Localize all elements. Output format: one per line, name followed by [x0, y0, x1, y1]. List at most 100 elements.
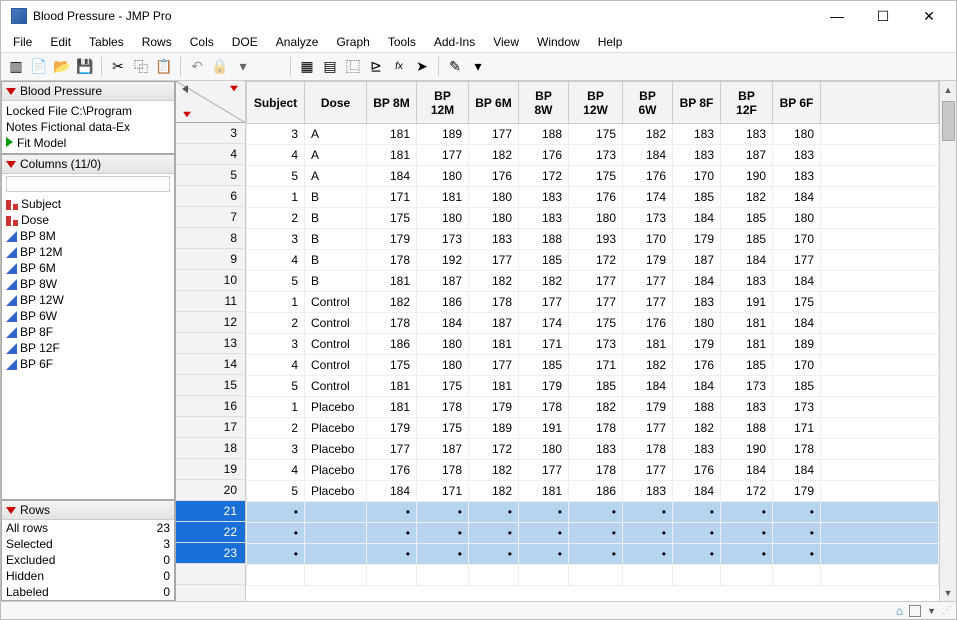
cell[interactable]: 177: [773, 250, 821, 271]
cell[interactable]: •: [519, 544, 569, 565]
column-item-dose[interactable]: Dose: [6, 212, 170, 228]
table-row[interactable]: 4A181177182176173184183187183: [247, 145, 939, 166]
table-row[interactable]: 5A184180176172175176170190183: [247, 166, 939, 187]
cell[interactable]: 176: [469, 166, 519, 187]
menu-view[interactable]: View: [485, 33, 527, 51]
cell[interactable]: Control: [305, 334, 367, 355]
cell[interactable]: B: [305, 187, 367, 208]
cell[interactable]: 174: [519, 313, 569, 334]
cell[interactable]: 184: [673, 208, 721, 229]
cell[interactable]: 181: [417, 187, 469, 208]
cell[interactable]: •: [367, 544, 417, 565]
cell[interactable]: 181: [469, 376, 519, 397]
cell[interactable]: 172: [721, 481, 773, 502]
cell[interactable]: 177: [367, 439, 417, 460]
vertical-scrollbar[interactable]: ▲ ▼: [939, 81, 956, 601]
cell[interactable]: 172: [569, 250, 623, 271]
cell[interactable]: 3: [247, 229, 305, 250]
menu-graph[interactable]: Graph: [328, 33, 377, 51]
tool-edit-icon[interactable]: ✎: [444, 56, 466, 78]
cell[interactable]: 178: [417, 397, 469, 418]
cell[interactable]: 185: [519, 250, 569, 271]
table-scroll-area[interactable]: SubjectDoseBP 8MBP 12MBP 6MBP 8WBP 12WBP…: [246, 81, 939, 601]
cell[interactable]: 173: [773, 397, 821, 418]
minimize-button[interactable]: —: [814, 1, 860, 31]
cell[interactable]: •: [773, 523, 821, 544]
cell[interactable]: 181: [721, 313, 773, 334]
table-row[interactable]: 4B178192177185172179187184177: [247, 250, 939, 271]
cell[interactable]: 179: [519, 376, 569, 397]
cell[interactable]: •: [673, 544, 721, 565]
cell[interactable]: 184: [773, 271, 821, 292]
row-number[interactable]: 7: [176, 207, 245, 228]
cell[interactable]: 173: [721, 376, 773, 397]
row-number[interactable]: 8: [176, 228, 245, 249]
cell[interactable]: 183: [519, 187, 569, 208]
cell[interactable]: •: [721, 523, 773, 544]
cell[interactable]: 177: [623, 271, 673, 292]
cell[interactable]: 192: [417, 250, 469, 271]
table-row[interactable]: 5B181187182182177177184183184: [247, 271, 939, 292]
cell[interactable]: 1: [247, 187, 305, 208]
cell[interactable]: 5: [247, 271, 305, 292]
cell[interactable]: 188: [721, 418, 773, 439]
cell[interactable]: 184: [721, 460, 773, 481]
cell[interactable]: [305, 523, 367, 544]
cell[interactable]: 187: [721, 145, 773, 166]
home-icon[interactable]: ⌂: [896, 604, 903, 618]
cell[interactable]: 183: [773, 145, 821, 166]
cell[interactable]: •: [247, 523, 305, 544]
grid-corner[interactable]: [176, 81, 245, 123]
cell[interactable]: 170: [623, 229, 673, 250]
cell[interactable]: 3: [247, 334, 305, 355]
row-number[interactable]: 5: [176, 165, 245, 186]
column-header-bp-6f[interactable]: BP 6F: [773, 82, 821, 124]
cell[interactable]: 177: [519, 292, 569, 313]
row-number[interactable]: 15: [176, 375, 245, 396]
cell[interactable]: 178: [417, 460, 469, 481]
cell[interactable]: •: [623, 523, 673, 544]
table-row[interactable]: 5Control181175181179185184184173185: [247, 376, 939, 397]
cell[interactable]: A: [305, 166, 367, 187]
cell[interactable]: 4: [247, 145, 305, 166]
cell[interactable]: 177: [623, 460, 673, 481]
disclosure-icon[interactable]: [6, 88, 16, 95]
cell[interactable]: 181: [367, 271, 417, 292]
cell[interactable]: •: [519, 523, 569, 544]
cell[interactable]: 181: [367, 397, 417, 418]
cell[interactable]: 187: [673, 250, 721, 271]
cell[interactable]: 177: [469, 355, 519, 376]
cell[interactable]: 175: [569, 166, 623, 187]
table-row[interactable]: 1Placebo181178179178182179188183173: [247, 397, 939, 418]
cell[interactable]: 183: [673, 292, 721, 313]
cell[interactable]: •: [417, 502, 469, 523]
cell[interactable]: 182: [623, 355, 673, 376]
table-row[interactable]: 3A181189177188175182183183180: [247, 124, 939, 145]
cell[interactable]: 181: [721, 334, 773, 355]
rows-stat-hidden[interactable]: Hidden0: [2, 568, 174, 584]
table-row[interactable]: 1Control182186178177177177183191175: [247, 292, 939, 313]
cell[interactable]: 178: [469, 292, 519, 313]
cell[interactable]: 180: [673, 313, 721, 334]
column-item-subject[interactable]: Subject: [6, 196, 170, 212]
cell[interactable]: A: [305, 145, 367, 166]
cell[interactable]: 177: [519, 460, 569, 481]
cell[interactable]: •: [247, 544, 305, 565]
cell[interactable]: •: [623, 544, 673, 565]
rows-panel-header[interactable]: Rows: [2, 501, 174, 520]
cell[interactable]: 2: [247, 313, 305, 334]
cell[interactable]: 190: [721, 166, 773, 187]
cell[interactable]: 180: [417, 355, 469, 376]
cell[interactable]: 188: [519, 124, 569, 145]
cell[interactable]: B: [305, 250, 367, 271]
cell[interactable]: A: [305, 124, 367, 145]
table-row[interactable]: ••••••••••: [247, 523, 939, 544]
cell[interactable]: 171: [417, 481, 469, 502]
cell[interactable]: 183: [773, 166, 821, 187]
cell[interactable]: 191: [721, 292, 773, 313]
column-item-bp-6f[interactable]: BP 6F: [6, 356, 170, 372]
table-row[interactable]: 2Control178184187174175176180181184: [247, 313, 939, 334]
cell[interactable]: 184: [773, 313, 821, 334]
corner-rows-icon[interactable]: [183, 112, 191, 118]
cell[interactable]: 184: [673, 271, 721, 292]
